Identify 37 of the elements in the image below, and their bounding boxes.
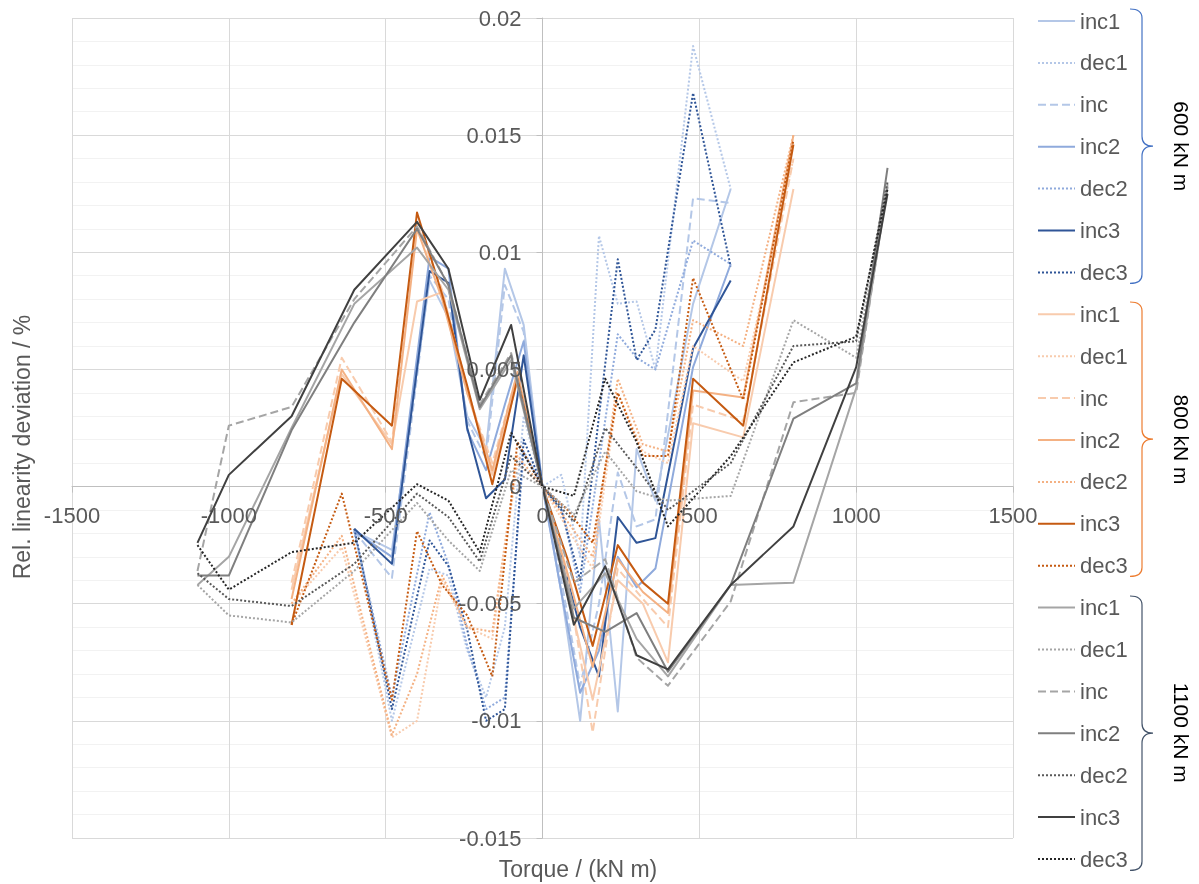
legend-label: dec2 bbox=[1080, 469, 1128, 495]
legend-label: dec1 bbox=[1080, 50, 1128, 76]
y-tick-label: 0.015 bbox=[466, 122, 522, 148]
legend-label: inc1 bbox=[1080, 8, 1121, 34]
legend-label: inc3 bbox=[1080, 218, 1121, 243]
x-axis-title: Torque / (kN m) bbox=[498, 856, 658, 882]
legend-label: inc bbox=[1080, 678, 1109, 704]
legend-label: inc1 bbox=[1080, 595, 1121, 621]
text: 1100 kN m bbox=[1169, 682, 1193, 783]
x-tick-label: 1500 bbox=[988, 503, 1038, 529]
legend-label: dec1 bbox=[1080, 637, 1128, 662]
y-tick-label: -0.01 bbox=[471, 708, 522, 734]
legend-label: dec3 bbox=[1080, 846, 1128, 872]
x-tick-label: -1500 bbox=[43, 503, 101, 529]
y-tick-label: -0.005 bbox=[459, 591, 522, 617]
x-tick-label: 1000 bbox=[831, 503, 881, 529]
x-tick-label: 500 bbox=[680, 503, 718, 529]
legend-label: inc bbox=[1080, 92, 1109, 118]
legend-label: dec3 bbox=[1080, 259, 1128, 285]
legend-label: inc bbox=[1080, 385, 1109, 411]
legend-label: inc2 bbox=[1080, 134, 1121, 160]
legend-label: inc1 bbox=[1080, 301, 1121, 327]
y-tick-label: -0.015 bbox=[459, 825, 522, 851]
y-tick-label: 0.02 bbox=[478, 5, 522, 31]
legend-label: dec2 bbox=[1080, 176, 1128, 202]
legend-label: inc2 bbox=[1080, 720, 1121, 746]
legend-label: inc3 bbox=[1080, 804, 1121, 830]
legend-label: inc3 bbox=[1080, 511, 1121, 537]
legend-label: dec2 bbox=[1080, 762, 1128, 788]
legend-label: dec3 bbox=[1080, 553, 1128, 579]
legend-label: dec1 bbox=[1080, 343, 1128, 369]
text: 800 kN m bbox=[1169, 394, 1193, 485]
legend-label: inc2 bbox=[1080, 427, 1121, 453]
x-tick-label: 0 bbox=[536, 503, 549, 529]
y-tick-label: 0.01 bbox=[478, 239, 522, 265]
y-axis-title: Rel. linearity deviation / % bbox=[9, 314, 35, 580]
text: 600 kN m bbox=[1169, 101, 1193, 192]
